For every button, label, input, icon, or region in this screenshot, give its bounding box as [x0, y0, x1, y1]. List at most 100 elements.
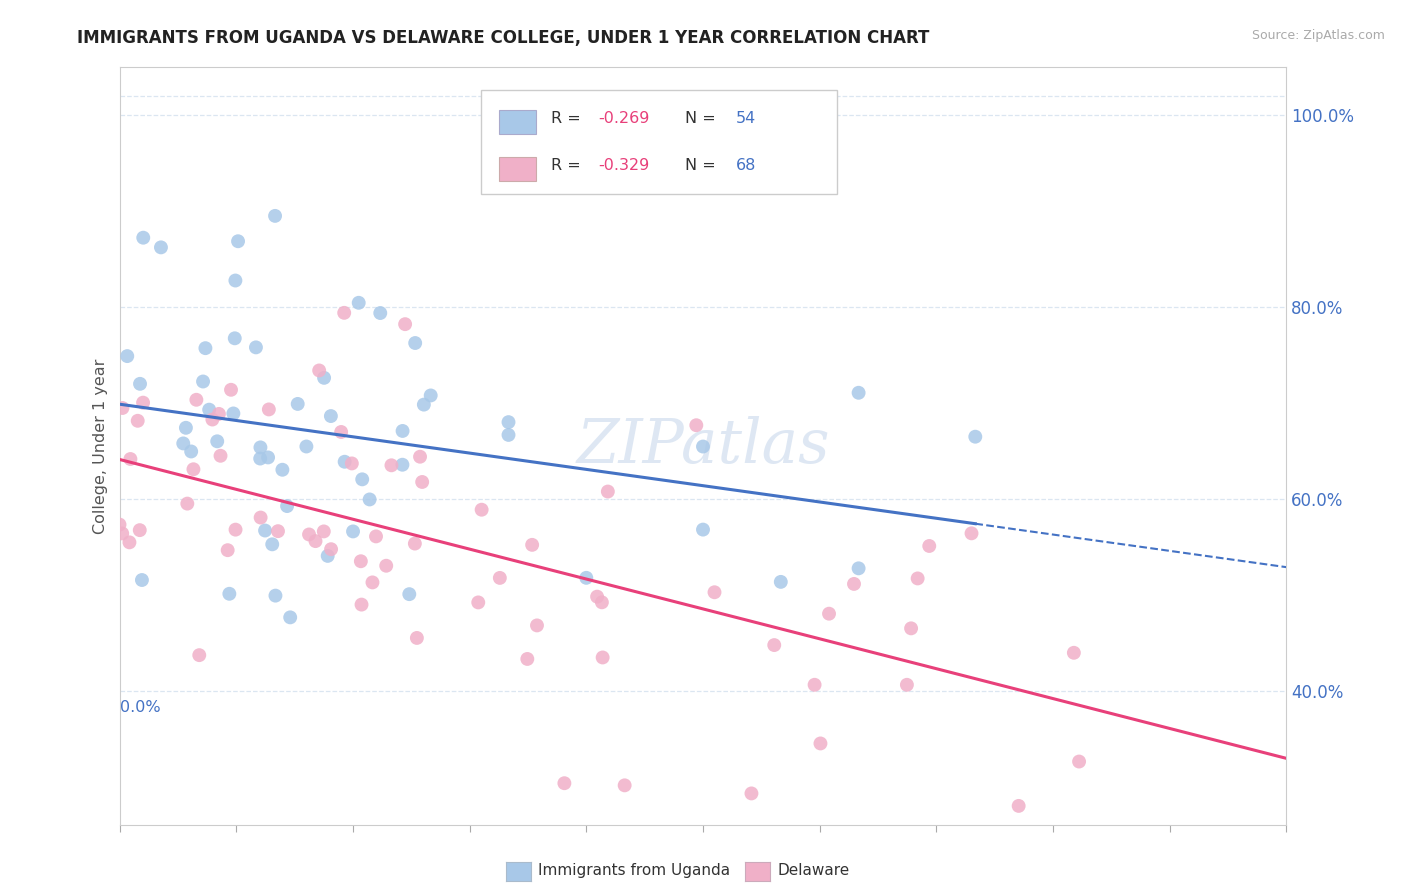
- Point: [391, 458, 413, 472]
- Point: [304, 534, 326, 549]
- Point: [108, 517, 131, 532]
- Point: [249, 451, 271, 466]
- Point: [312, 524, 335, 539]
- Point: [245, 340, 267, 354]
- Point: [118, 535, 141, 549]
- Point: [398, 587, 420, 601]
- Point: [848, 385, 870, 400]
- Point: [217, 543, 239, 558]
- Text: Immigrants from Uganda: Immigrants from Uganda: [538, 863, 731, 878]
- Point: [391, 424, 413, 438]
- Point: [375, 558, 398, 573]
- Point: [186, 392, 208, 407]
- Point: [575, 571, 598, 585]
- Point: [404, 336, 426, 351]
- Point: [128, 523, 150, 537]
- Point: [132, 230, 155, 244]
- Point: [685, 418, 707, 433]
- Point: [267, 524, 290, 538]
- Text: -0.329: -0.329: [598, 158, 650, 173]
- Point: [224, 273, 246, 287]
- Point: [191, 375, 214, 389]
- Point: [1063, 646, 1085, 660]
- Text: IMMIGRANTS FROM UGANDA VS DELAWARE COLLEGE, UNDER 1 YEAR CORRELATION CHART: IMMIGRANTS FROM UGANDA VS DELAWARE COLLE…: [77, 29, 929, 46]
- Point: [368, 306, 391, 320]
- Text: N =: N =: [686, 111, 721, 126]
- Point: [361, 575, 384, 590]
- Point: [208, 407, 231, 421]
- Point: [489, 571, 512, 585]
- FancyBboxPatch shape: [481, 89, 837, 194]
- Point: [692, 523, 714, 537]
- FancyBboxPatch shape: [499, 157, 536, 181]
- Point: [340, 457, 363, 471]
- Point: [596, 484, 619, 499]
- Point: [342, 524, 364, 539]
- Point: [818, 607, 841, 621]
- Point: [918, 539, 941, 553]
- Text: 54: 54: [735, 111, 756, 126]
- Text: Source: ZipAtlas.com: Source: ZipAtlas.com: [1251, 29, 1385, 42]
- Point: [127, 414, 149, 428]
- Point: [359, 492, 381, 507]
- Point: [763, 638, 786, 652]
- Point: [613, 778, 636, 792]
- Point: [803, 678, 825, 692]
- Point: [419, 388, 441, 402]
- Point: [498, 428, 520, 442]
- Point: [586, 590, 609, 604]
- Point: [364, 529, 387, 543]
- Point: [471, 502, 494, 516]
- Point: [180, 444, 202, 458]
- Point: [703, 585, 725, 599]
- Point: [249, 510, 271, 524]
- Point: [319, 542, 342, 557]
- Point: [404, 536, 426, 550]
- Point: [219, 383, 242, 397]
- Point: [287, 397, 309, 411]
- Point: [380, 458, 402, 473]
- Point: [201, 412, 224, 426]
- Point: [222, 407, 245, 421]
- Point: [209, 449, 232, 463]
- Text: -0.269: -0.269: [598, 111, 650, 126]
- Point: [842, 577, 865, 591]
- Point: [183, 462, 205, 476]
- Point: [225, 523, 247, 537]
- Point: [740, 786, 762, 800]
- Point: [224, 331, 246, 345]
- Point: [848, 561, 870, 575]
- Point: [347, 295, 370, 310]
- Point: [262, 537, 284, 551]
- Point: [467, 595, 489, 609]
- Point: [330, 425, 353, 439]
- Point: [498, 415, 520, 429]
- Point: [406, 631, 429, 645]
- Point: [295, 440, 318, 454]
- Point: [692, 440, 714, 454]
- Point: [176, 497, 198, 511]
- Point: [257, 450, 280, 465]
- Point: [965, 430, 987, 444]
- Point: [249, 441, 271, 455]
- Point: [298, 527, 321, 541]
- Point: [350, 554, 373, 568]
- Point: [333, 306, 356, 320]
- Point: [900, 621, 922, 635]
- Point: [111, 401, 134, 415]
- Point: [254, 524, 277, 538]
- Point: [174, 421, 197, 435]
- Point: [1067, 755, 1090, 769]
- Point: [314, 371, 336, 385]
- Point: [592, 650, 614, 665]
- Point: [218, 587, 240, 601]
- Point: [333, 455, 356, 469]
- Y-axis label: College, Under 1 year: College, Under 1 year: [93, 359, 108, 533]
- Point: [308, 363, 330, 377]
- Point: [271, 463, 294, 477]
- Point: [907, 571, 929, 585]
- Point: [352, 472, 374, 486]
- Point: [132, 395, 155, 409]
- Point: [591, 595, 613, 609]
- Text: 68: 68: [735, 158, 756, 173]
